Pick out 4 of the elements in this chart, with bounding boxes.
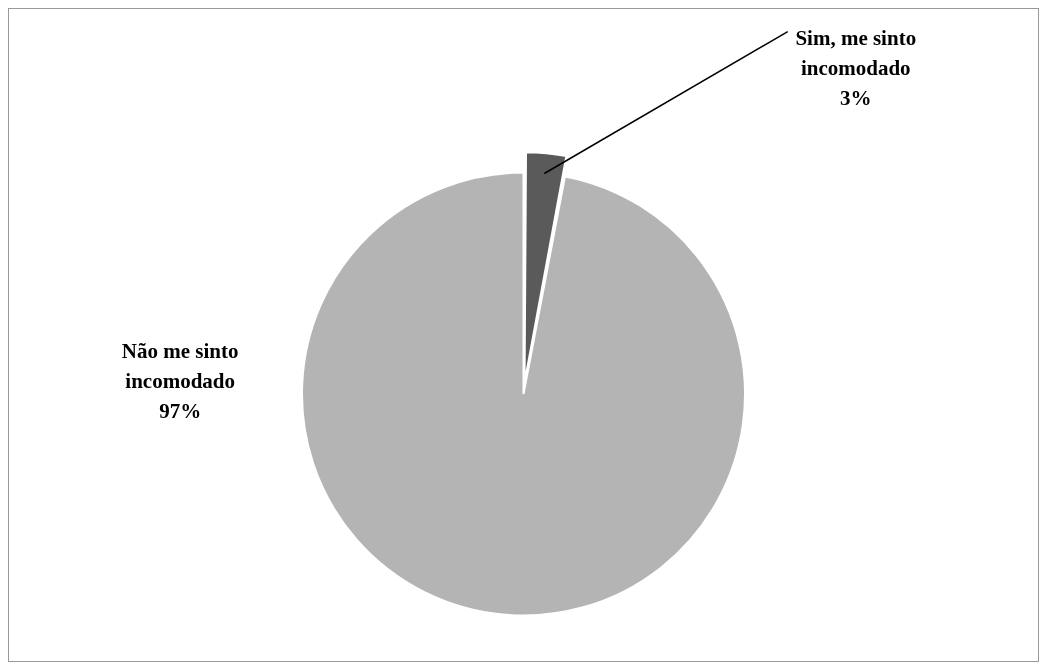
data-label: 97%	[159, 399, 202, 424]
data-label: 3%	[840, 86, 872, 111]
slice-label: Sim, me sinto incomodado	[795, 26, 917, 81]
slice-label: Não me sinto incomodado	[121, 339, 239, 394]
